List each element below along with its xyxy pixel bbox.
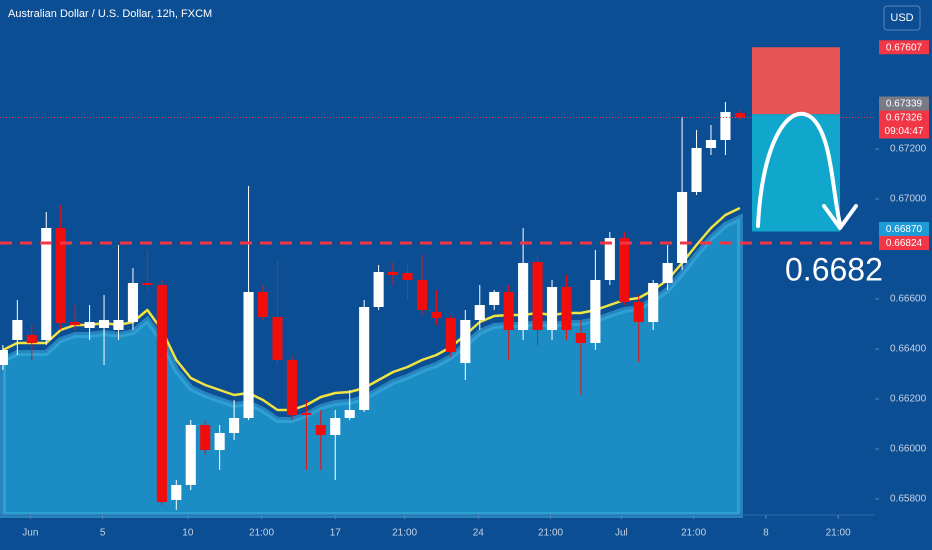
x-tick-label: 21:00 [681, 528, 706, 539]
candle-body [705, 140, 717, 148]
candle-body [12, 320, 23, 340]
candle-body [98, 320, 110, 328]
y-tick-label: 0.65800 [890, 494, 927, 505]
y-tick-label: 0.67000 [890, 194, 927, 205]
candle-layer [0, 102, 745, 510]
y-tick-label: 0.66600 [890, 294, 927, 305]
x-tick-label: 21:00 [538, 528, 563, 539]
x-tick-label: Jun [22, 528, 38, 539]
price-label-box [879, 96, 929, 111]
target-zone [752, 114, 840, 232]
candle-body [633, 302, 644, 322]
y-tick-label: 0.66000 [890, 444, 927, 455]
price-label: 0.67339 [886, 99, 923, 110]
chart-title: Australian Dollar / U.S. Dollar, 12h, FX… [8, 8, 212, 20]
annotation: 0.6682 [785, 251, 883, 287]
candle-body [474, 305, 485, 320]
arrow [756, 111, 842, 228]
price-label-box [879, 110, 929, 139]
candle-body [575, 333, 586, 343]
candle-body [185, 425, 196, 485]
candle-body [70, 322, 81, 325]
countdown-label: 09:04:47 [885, 126, 924, 137]
x-tick-label: 21:00 [392, 528, 417, 539]
candle-body [84, 322, 95, 328]
x-tick-label: 21:00 [826, 528, 851, 539]
candle-body [200, 425, 211, 450]
candle-body [561, 287, 572, 330]
line-layer [2, 206, 741, 412]
candle-body [127, 283, 139, 322]
position-layer [752, 47, 840, 232]
x-tick-label: 5 [100, 528, 106, 539]
candle-body [648, 283, 659, 322]
x-tick-label: 8 [763, 528, 769, 539]
candle-body [373, 272, 384, 307]
candle-body [229, 418, 240, 433]
price-label: 0.67607 [886, 42, 923, 53]
price-label-box [879, 236, 929, 250]
price-label: 0.67326 [886, 113, 923, 124]
candle-body [445, 318, 456, 352]
candle-body [720, 112, 731, 140]
price-label-layer: 0.66824 0.66870 0.67326 09:04:47 0.67339 0.67… [879, 40, 929, 250]
candle-body [402, 273, 413, 280]
x-tick-label: 21:00 [249, 528, 274, 539]
axis-layer: 0.65800 0.66000 0.66200 0.66400 0.66600 0.670… [22, 144, 926, 539]
candle-body [691, 148, 702, 192]
candle-body [41, 228, 52, 340]
candle-body [546, 287, 558, 330]
candle-body [344, 410, 355, 418]
price-label: 0.66824 [886, 238, 923, 249]
candle-body [142, 283, 153, 285]
currency-label[interactable]: USD [890, 12, 913, 24]
candle-body [590, 280, 601, 343]
candle-body [301, 413, 312, 415]
indicator-line [2, 206, 741, 412]
y-tick-label: 0.66400 [890, 344, 927, 355]
candle-body [330, 418, 341, 435]
candle-body [272, 317, 283, 360]
candle-body [286, 360, 297, 415]
candle-body [243, 292, 254, 418]
price-label-box [879, 40, 929, 55]
candle-body [431, 312, 442, 318]
candle-body [619, 238, 630, 302]
stop-zone [752, 47, 840, 115]
x-tick-label: 24 [473, 528, 485, 539]
candle-body [734, 113, 745, 118]
candle-body [604, 238, 615, 280]
candle-body [315, 425, 326, 435]
candle-body [171, 485, 182, 500]
candle-body [26, 335, 37, 343]
candle-body [503, 292, 514, 330]
price-label: 0.66870 [886, 224, 923, 235]
candle-body [489, 292, 500, 305]
candle-body [55, 228, 66, 323]
candle-body [532, 262, 543, 330]
candle-body [388, 272, 399, 275]
candle-body [359, 307, 370, 410]
x-tick-label: 10 [182, 528, 194, 539]
candle-body [214, 433, 225, 450]
candle-body [518, 263, 529, 330]
candle-body [113, 320, 124, 330]
y-tick-label: 0.67200 [890, 144, 927, 155]
candle-body [677, 192, 688, 263]
currency-button[interactable] [883, 5, 921, 31]
candle-body [0, 350, 8, 365]
candle-body [416, 280, 428, 310]
y-tick-label: 0.66200 [890, 394, 927, 405]
candle-body [257, 292, 269, 317]
candle-body [156, 285, 167, 502]
candle-body [662, 263, 673, 283]
arrow-head [822, 204, 858, 230]
price-label-box [879, 222, 929, 236]
x-tick-label: 17 [330, 528, 342, 539]
candle-body [460, 320, 471, 363]
level-layer [0, 117, 875, 245]
x-tick-label: Jul [615, 528, 628, 539]
